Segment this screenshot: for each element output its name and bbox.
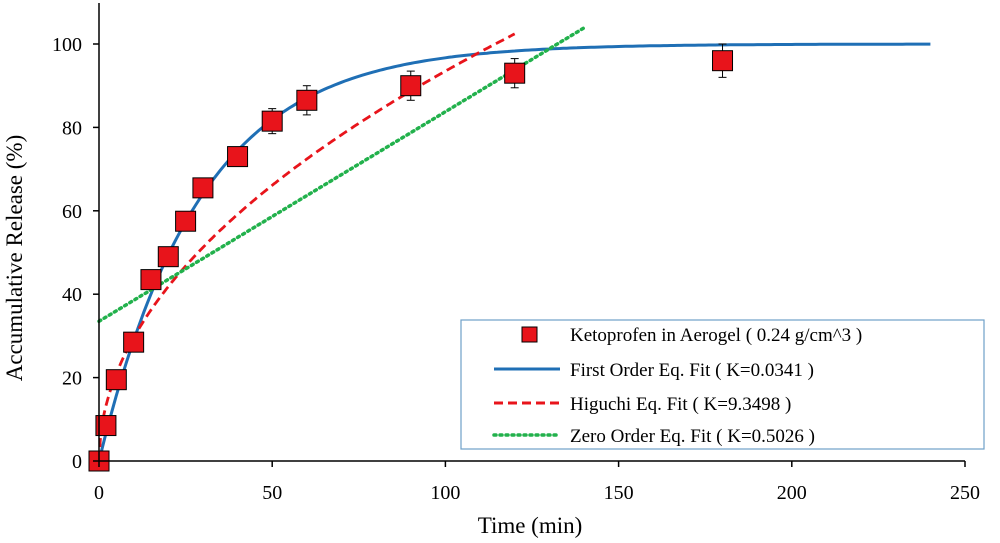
data-point [192,177,214,199]
data-marker [123,331,145,353]
data-point [175,210,197,232]
data-marker [400,75,422,97]
y-tick-label: 20 [62,368,82,390]
legend-label: Zero Order Eq. Fit ( K=0.5026 ) [570,426,815,447]
legend-label: First Order Eq. Fit ( K=0.0341 ) [570,360,814,381]
data-point [504,58,526,89]
data-point [261,108,283,135]
legend-entry-zero-order: Zero Order Eq. Fit ( K=0.5026 ) [492,426,815,447]
legend-box [460,319,985,450]
data-marker [192,177,214,199]
data-marker [261,110,283,132]
data-marker [296,89,318,111]
data-point [296,85,318,116]
x-axis-title: Time (min) [478,513,583,538]
x-tick-label: 100 [430,482,460,504]
y-tick-label: 80 [62,117,82,139]
data-markers [88,43,734,472]
y-tick-label: 0 [72,451,82,473]
legend-label: Higuchi Eq. Fit ( K=9.3498 ) [570,394,791,415]
legend: Ketoprofen in Aerogel ( 0.24 g/cm^3 ) Fi… [460,319,985,450]
data-marker [95,415,117,437]
fit-curve-higuchi [97,32,516,462]
axis-ticks: 0 50 100 150 200 250 0 20 40 60 80 100 [52,34,980,504]
data-point [227,146,249,168]
legend-entry-markers: Ketoprofen in Aerogel ( 0.24 g/cm^3 ) [521,325,862,346]
x-tick-label: 150 [604,482,634,504]
y-axis-title: Accumulative Release (%) [2,135,27,382]
y-tick-label: 60 [62,201,82,223]
data-marker [157,246,179,268]
data-marker [105,369,127,391]
data-marker [227,146,249,168]
data-point [400,70,422,101]
legend-entry-higuchi: Higuchi Eq. Fit ( K=9.3498 ) [494,394,791,415]
data-marker [504,62,526,84]
x-tick-label: 50 [262,482,282,504]
data-marker [140,269,162,291]
x-tick-label: 0 [94,482,104,504]
x-tick-label: 250 [950,482,980,504]
data-point [123,331,145,353]
data-point [95,415,117,437]
data-marker [712,50,734,72]
fit-curve-zero-order [97,26,586,324]
y-tick-label: 100 [52,34,82,56]
data-point [157,246,179,268]
data-marker [175,210,197,232]
data-point [140,269,162,291]
legend-label: Ketoprofen in Aerogel ( 0.24 g/cm^3 ) [570,325,862,346]
legend-entry-first-order: First Order Eq. Fit ( K=0.0341 ) [494,360,814,381]
data-point [105,369,127,391]
x-tick-label: 200 [777,482,807,504]
legend-marker-swatch [521,326,538,343]
y-tick-label: 40 [62,284,82,306]
data-point [712,43,734,78]
